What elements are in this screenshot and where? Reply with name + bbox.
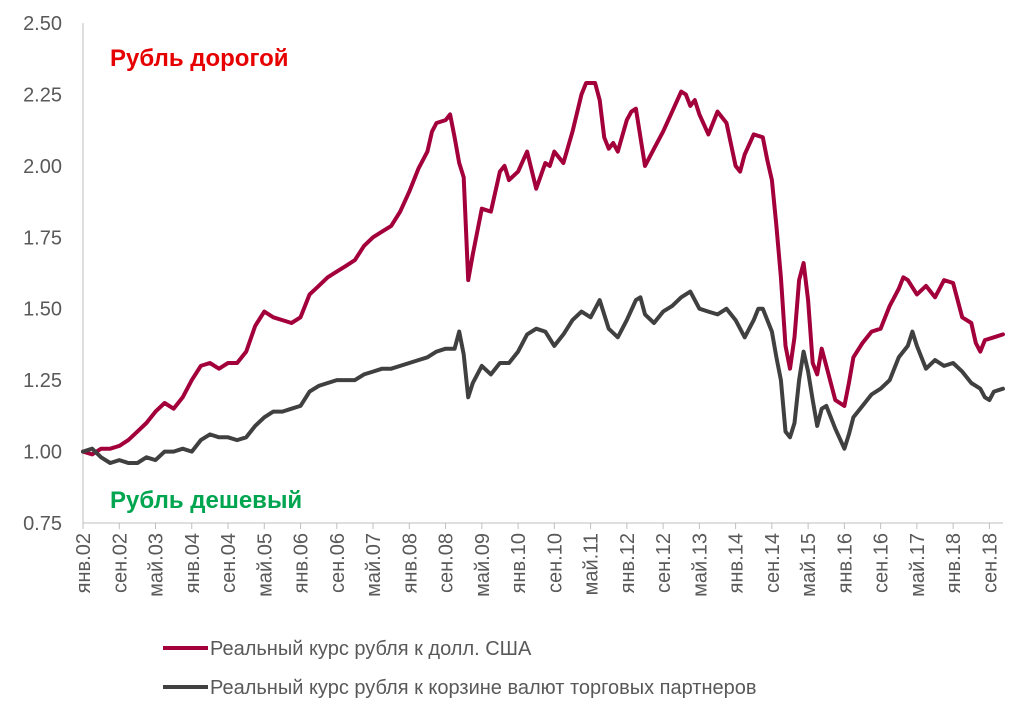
x-tick-label: сен.08: [436, 533, 458, 593]
x-tick-label: янв.04: [182, 533, 204, 593]
x-tick-label: май.09: [472, 533, 494, 597]
x-tick-label: сен.04: [218, 533, 240, 593]
x-tick-label: май.05: [254, 533, 276, 597]
x-tick-label: май.15: [798, 533, 820, 597]
annotation-ruble-expensive: Рубль дорогой: [110, 45, 289, 72]
x-tick-label: янв.02: [73, 533, 95, 593]
x-tick-label: сен.18: [979, 533, 1001, 593]
legend-label-usd: Реальный курс рубля к долл. США: [210, 638, 532, 660]
annotation-ruble-cheap: Рубль дешевый: [110, 487, 302, 514]
x-tick-label: янв.06: [291, 533, 313, 593]
y-tick-label: 2.50: [23, 13, 62, 35]
x-tick-label: май.03: [146, 533, 168, 597]
x-tick-label: май.17: [907, 533, 929, 597]
x-tick-label: май.13: [689, 533, 711, 597]
legend-label-basket: Реальный курс рубля к корзине валют торг…: [210, 677, 757, 699]
y-axis-tick-labels: 0.75 1.00 1.25 1.50 1.75 2.00 2.25 2.50: [23, 13, 62, 535]
x-tick-label: сен.02: [109, 533, 131, 593]
x-tick-label: май.11: [581, 533, 603, 595]
x-tick-label: май.07: [363, 533, 385, 597]
x-tick-label: сен.10: [544, 533, 566, 593]
series-lines: [81, 81, 1005, 465]
x-axis-ticks: янв.02 сен.02 май.03 янв.04 сен.04 май.05 янв.…: [73, 523, 1001, 597]
x-tick-label: янв.18: [943, 533, 965, 593]
y-tick-label: 1.25: [23, 370, 62, 392]
x-tick-label: янв.10: [508, 533, 530, 593]
x-tick-label: сен.12: [653, 533, 675, 593]
y-tick-label: 2.00: [23, 156, 62, 178]
x-tick-label: янв.16: [834, 533, 856, 593]
series-line-basket: [81, 289, 1005, 465]
x-tick-label: янв.14: [726, 533, 748, 593]
y-tick-label: 1.00: [23, 442, 62, 464]
x-tick-label: сен.14: [762, 533, 784, 593]
x-tick-label: янв.08: [399, 533, 421, 593]
x-tick-label: сен.06: [327, 533, 349, 593]
series-line-usd: [81, 81, 1005, 457]
y-tick-label: 1.50: [23, 299, 62, 321]
y-tick-label: 1.75: [23, 227, 62, 249]
x-tick-label: сен.16: [871, 533, 893, 593]
legend: Реальный курс рубля к долл. США Реальный…: [163, 638, 757, 699]
y-tick-label: 2.25: [23, 84, 62, 106]
y-tick-label: 0.75: [23, 513, 62, 535]
x-tick-label: янв.12: [617, 533, 639, 593]
